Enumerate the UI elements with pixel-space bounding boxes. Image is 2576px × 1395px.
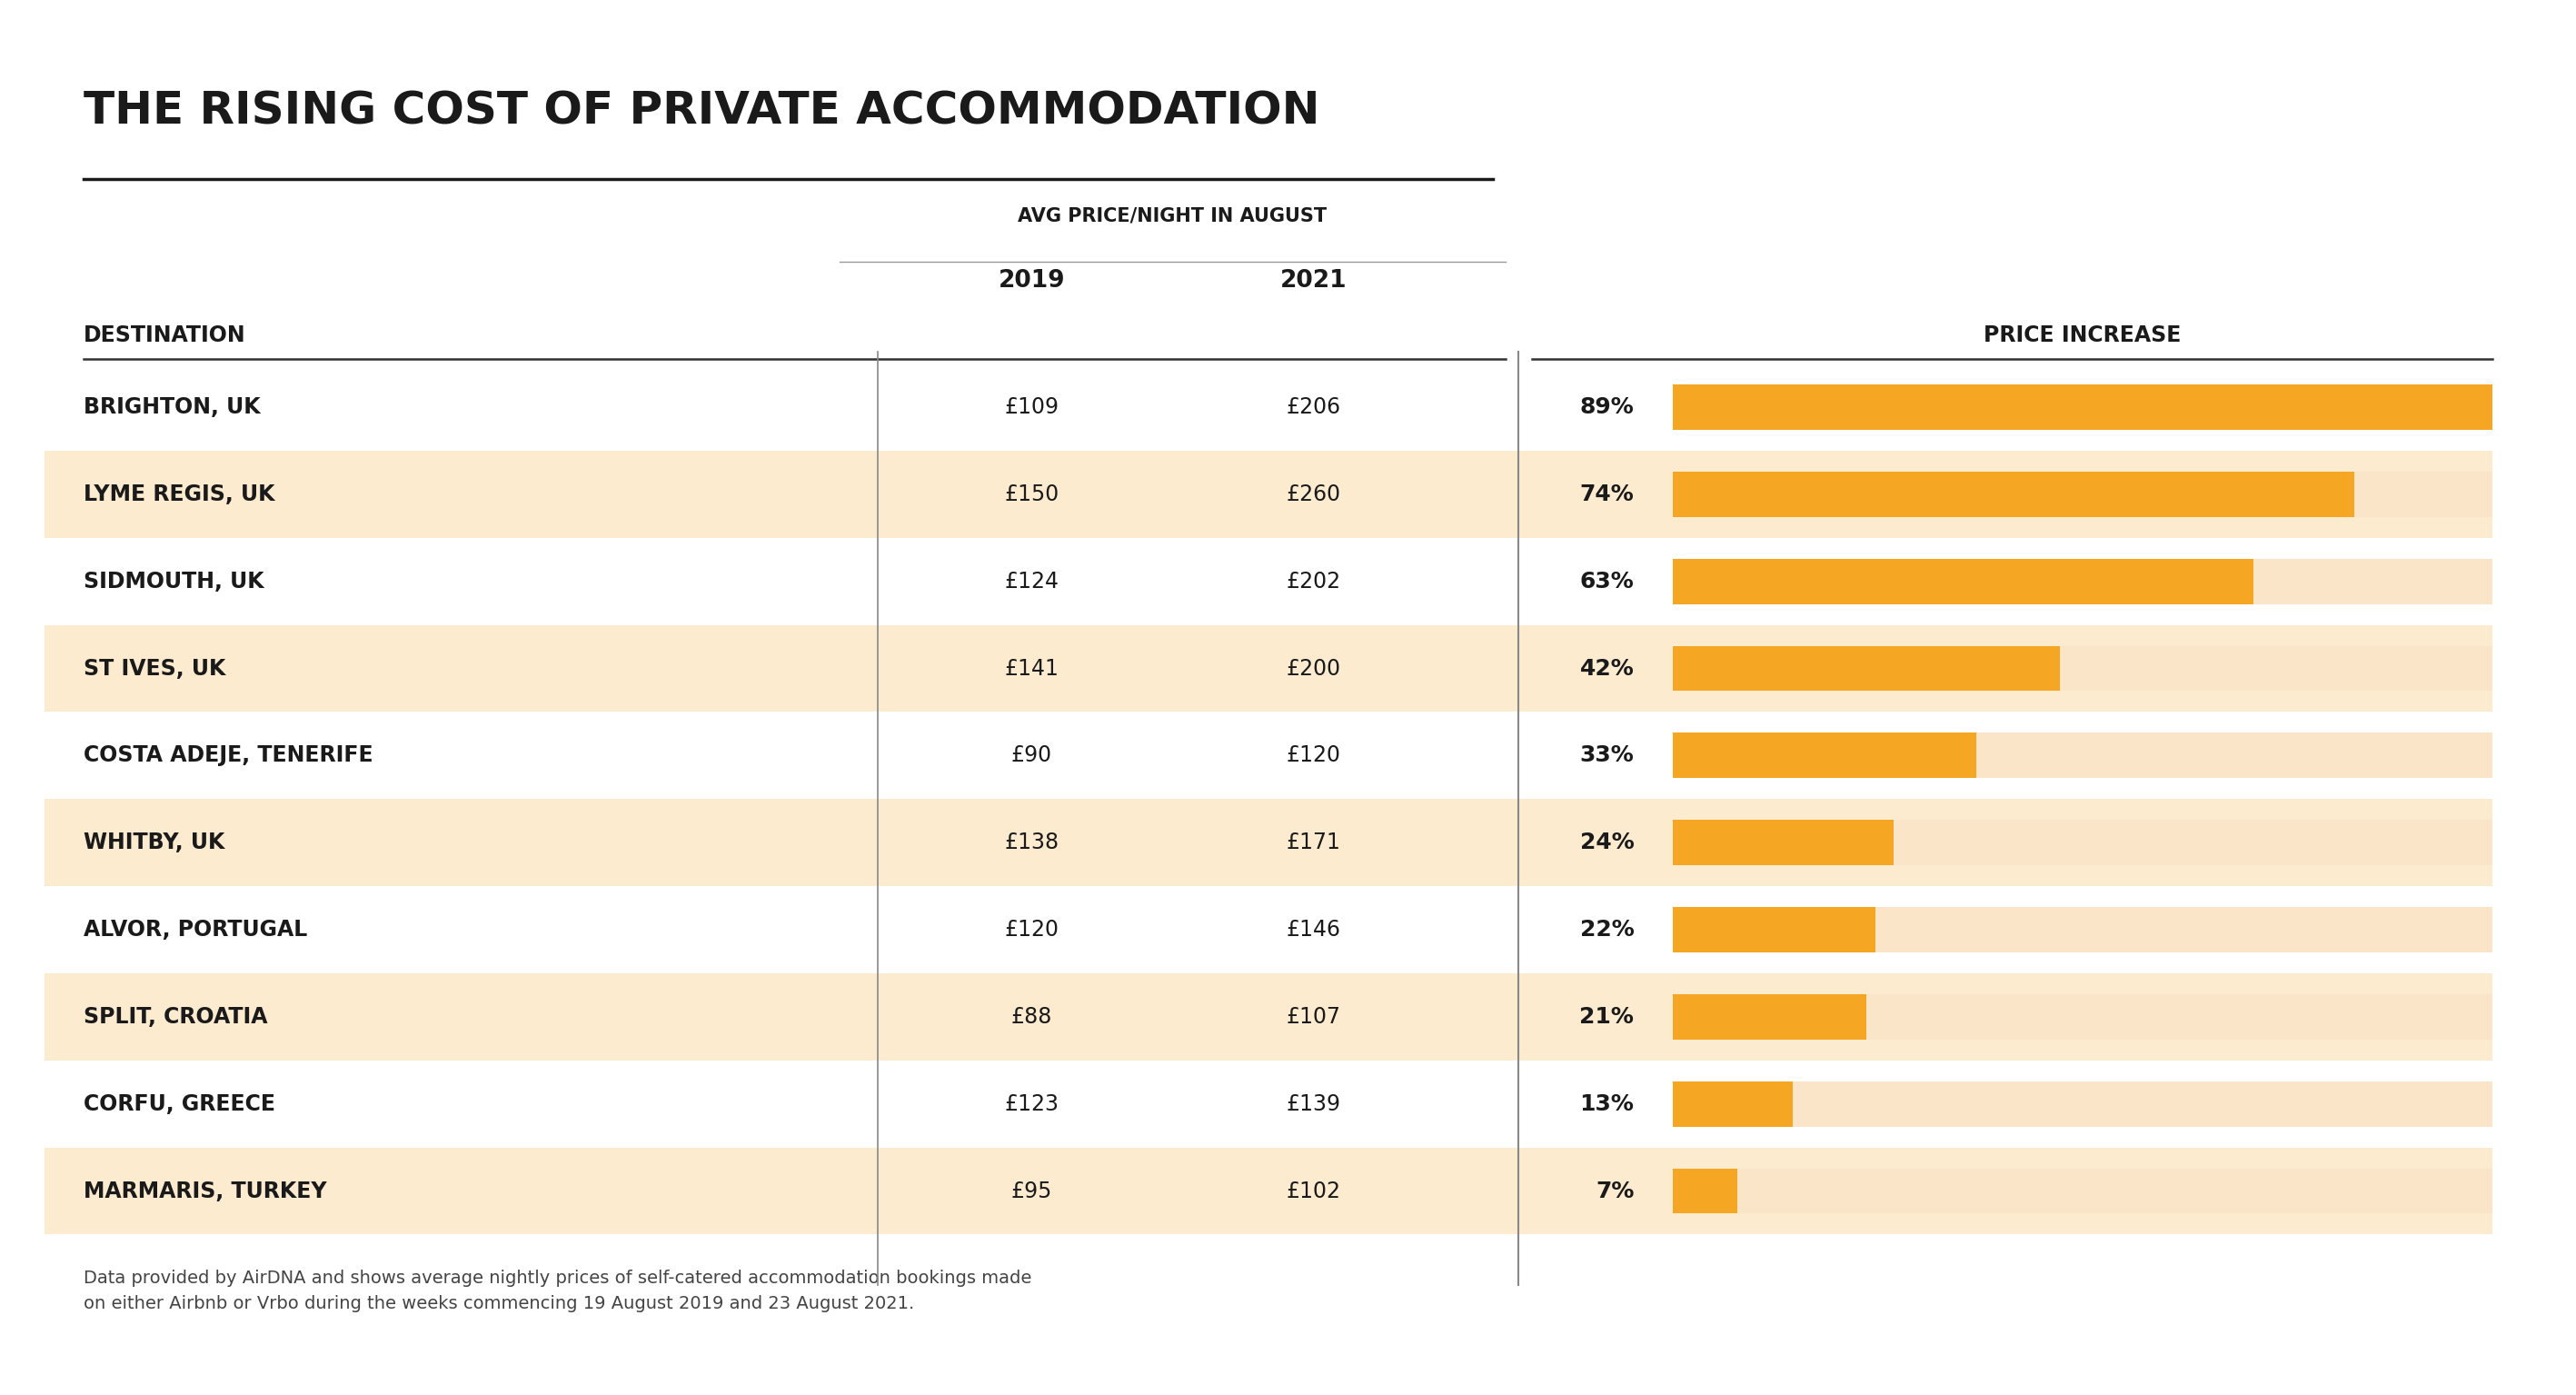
Text: £146: £146 — [1285, 919, 1342, 940]
Bar — [44, 625, 2494, 711]
Bar — [44, 1148, 2494, 1235]
Text: £109: £109 — [1005, 396, 1059, 418]
Bar — [1672, 1081, 2494, 1127]
Text: £88: £88 — [1010, 1006, 1051, 1028]
Text: £141: £141 — [1005, 657, 1059, 679]
Text: 2019: 2019 — [999, 269, 1064, 293]
Text: £200: £200 — [1285, 657, 1342, 679]
Text: £138: £138 — [1005, 831, 1059, 854]
Bar — [1672, 820, 2494, 865]
Text: £120: £120 — [1005, 919, 1059, 940]
Bar — [1672, 472, 2354, 518]
Text: £120: £120 — [1285, 745, 1342, 766]
Text: SIDMOUTH, UK: SIDMOUTH, UK — [82, 571, 263, 593]
Text: £107: £107 — [1285, 1006, 1342, 1028]
Text: £171: £171 — [1285, 831, 1342, 854]
Text: £123: £123 — [1005, 1094, 1059, 1115]
Bar — [44, 451, 2494, 538]
Bar — [1672, 995, 1865, 1039]
Text: £150: £150 — [1005, 484, 1059, 505]
Text: 13%: 13% — [1579, 1094, 1633, 1115]
Bar — [1672, 995, 2494, 1039]
Text: 89%: 89% — [1579, 396, 1633, 418]
Text: PRICE INCREASE: PRICE INCREASE — [1984, 324, 2182, 346]
Text: MARMARIS, TURKEY: MARMARIS, TURKEY — [82, 1180, 327, 1202]
Bar — [1672, 1169, 2494, 1214]
Text: £95: £95 — [1010, 1180, 1051, 1202]
Text: ST IVES, UK: ST IVES, UK — [82, 657, 224, 679]
Text: 42%: 42% — [1579, 657, 1633, 679]
Bar — [44, 974, 2494, 1060]
Bar — [1672, 646, 2061, 691]
Text: £124: £124 — [1005, 571, 1059, 593]
Bar — [44, 799, 2494, 886]
Text: 74%: 74% — [1579, 484, 1633, 505]
Text: 24%: 24% — [1579, 831, 1633, 854]
Text: £139: £139 — [1285, 1094, 1342, 1115]
Bar — [1672, 646, 2494, 691]
Text: Data provided by AirDNA and shows average nightly prices of self-catered accommo: Data provided by AirDNA and shows averag… — [82, 1269, 1030, 1313]
Text: ALVOR, PORTUGAL: ALVOR, PORTUGAL — [82, 919, 307, 940]
Bar — [1672, 472, 2494, 518]
Bar — [1672, 559, 2494, 604]
Text: SPLIT, CROATIA: SPLIT, CROATIA — [82, 1006, 268, 1028]
Text: COSTA ADEJE, TENERIFE: COSTA ADEJE, TENERIFE — [82, 745, 374, 766]
Bar — [1672, 385, 2494, 430]
Bar — [1672, 559, 2254, 604]
Text: CORFU, GREECE: CORFU, GREECE — [82, 1094, 276, 1115]
Text: 33%: 33% — [1579, 745, 1633, 766]
Text: AVG PRICE/NIGHT IN AUGUST: AVG PRICE/NIGHT IN AUGUST — [1018, 206, 1327, 225]
Bar — [1672, 907, 1875, 953]
Text: £202: £202 — [1285, 571, 1342, 593]
Text: 2021: 2021 — [1280, 269, 1347, 293]
Text: DESTINATION: DESTINATION — [82, 324, 245, 346]
Bar — [1672, 907, 2494, 953]
Text: £206: £206 — [1285, 396, 1342, 418]
Text: 63%: 63% — [1579, 571, 1633, 593]
Text: THE RISING COST OF PRIVATE ACCOMMODATION: THE RISING COST OF PRIVATE ACCOMMODATION — [82, 89, 1319, 133]
Text: £260: £260 — [1285, 484, 1342, 505]
Text: 21%: 21% — [1579, 1006, 1633, 1028]
Bar — [1672, 385, 2494, 430]
Text: WHITBY, UK: WHITBY, UK — [82, 831, 224, 854]
Text: BRIGHTON, UK: BRIGHTON, UK — [82, 396, 260, 418]
Text: £90: £90 — [1012, 745, 1051, 766]
Bar — [1672, 1081, 1793, 1127]
Text: £102: £102 — [1285, 1180, 1342, 1202]
Text: LYME REGIS, UK: LYME REGIS, UK — [82, 484, 276, 505]
Bar — [1672, 732, 2494, 778]
Text: 7%: 7% — [1595, 1180, 1633, 1202]
Bar — [1672, 1169, 1736, 1214]
Bar — [1672, 732, 1976, 778]
Text: 22%: 22% — [1579, 919, 1633, 940]
Bar — [1672, 820, 1893, 865]
